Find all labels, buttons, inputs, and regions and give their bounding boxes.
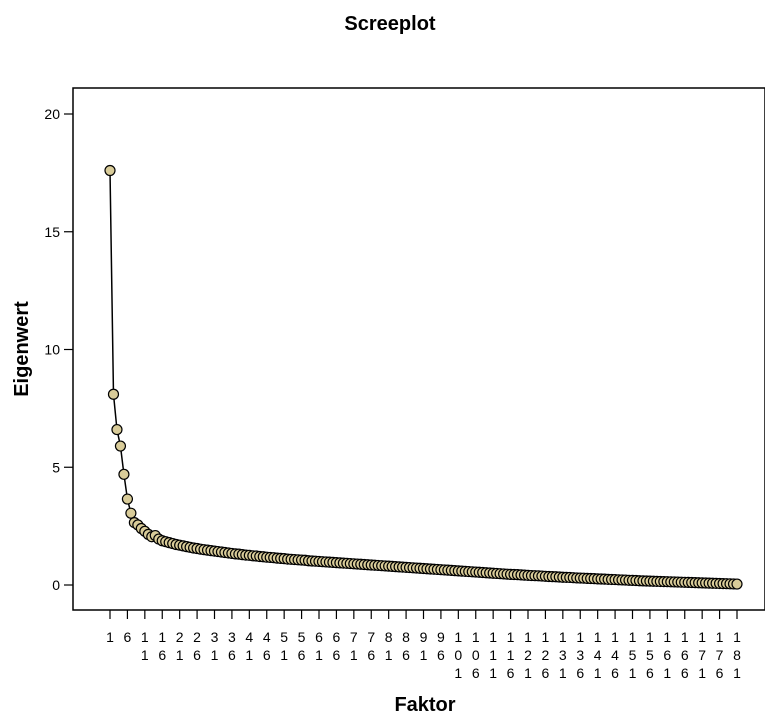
data-point — [731, 578, 743, 590]
data-point — [118, 468, 130, 480]
x-tick-label: 1 — [106, 629, 114, 645]
series-polyline — [109, 170, 738, 585]
x-axis: 1 6 1 11 62 12 63 13 64 14 65 15 66 16 67 17 68 18 69 19 61 0… — [106, 610, 741, 681]
data-point — [125, 507, 137, 519]
y-tick-label: 10 — [44, 342, 60, 358]
y-tick-label: 20 — [44, 106, 60, 122]
data-point — [111, 423, 123, 436]
y-axis-label: Eigenwert — [11, 301, 33, 397]
data-point — [114, 440, 127, 452]
data-point — [107, 388, 120, 400]
plot-frame — [72, 87, 765, 611]
y-tick-label: 0 — [52, 577, 60, 593]
chart-title: Screeplot — [344, 13, 435, 35]
data-point — [104, 164, 116, 177]
data-point — [121, 493, 134, 505]
y-axis: 0 5 10 15 20 — [44, 106, 73, 593]
x-axis-label: Faktor — [394, 694, 455, 716]
y-tick-label: 15 — [44, 224, 60, 240]
x-tick-label: 6 — [124, 629, 132, 645]
y-tick-label: 5 — [52, 459, 60, 475]
series-points — [104, 164, 743, 590]
series-line — [109, 170, 738, 585]
